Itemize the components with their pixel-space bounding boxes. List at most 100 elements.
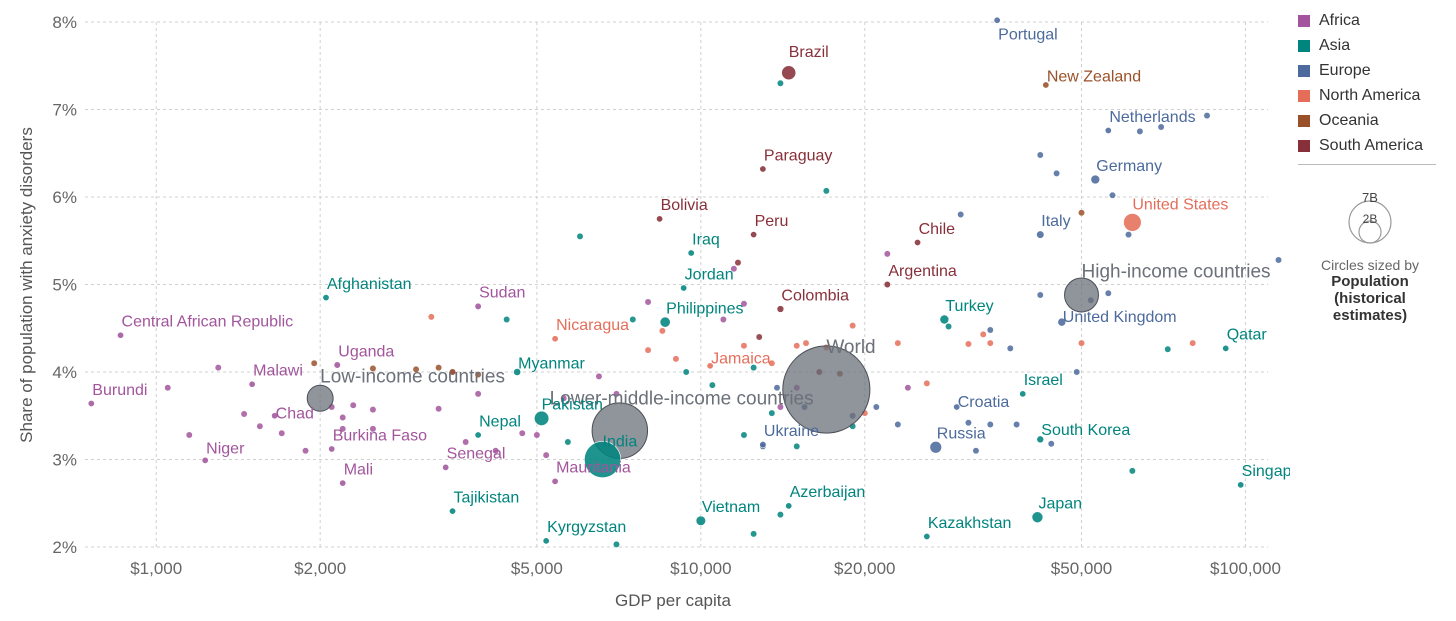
point-nepal[interactable] xyxy=(474,431,482,439)
point-kyrgyzstan[interactable] xyxy=(542,537,550,545)
point-europe[interactable] xyxy=(1013,421,1021,428)
point-asia[interactable] xyxy=(564,438,572,446)
point-north-america[interactable] xyxy=(672,355,680,363)
point-jordan[interactable] xyxy=(680,284,688,292)
point-sudan[interactable] xyxy=(474,302,482,310)
point-asia[interactable] xyxy=(945,323,953,330)
point-europe[interactable] xyxy=(872,403,880,411)
point-north-america[interactable] xyxy=(768,359,776,367)
point-asia[interactable] xyxy=(740,431,748,439)
point-asia[interactable] xyxy=(822,187,830,195)
point-asia[interactable] xyxy=(776,79,784,87)
point-chad[interactable] xyxy=(271,412,279,420)
point-europe[interactable] xyxy=(1047,440,1055,448)
point-north-america[interactable] xyxy=(802,339,810,347)
point-africa[interactable] xyxy=(185,431,193,439)
point-europe[interactable] xyxy=(1053,169,1061,177)
point-argentina[interactable] xyxy=(883,280,891,289)
point-iraq[interactable] xyxy=(687,249,695,257)
point-africa[interactable] xyxy=(339,414,347,421)
aggregate-high-income-countries[interactable] xyxy=(1064,277,1099,313)
point-afghanistan[interactable] xyxy=(322,294,330,302)
point-europe[interactable] xyxy=(894,421,902,428)
point-oceania[interactable] xyxy=(435,364,443,372)
point-philippines[interactable] xyxy=(659,316,671,328)
point-europe[interactable] xyxy=(1203,112,1211,120)
point-north-america[interactable] xyxy=(894,339,902,347)
point-europe[interactable] xyxy=(986,421,994,428)
point-nicaragua[interactable] xyxy=(551,335,559,343)
point-burkina-faso[interactable] xyxy=(328,445,336,453)
point-africa[interactable] xyxy=(302,447,309,455)
point-africa[interactable] xyxy=(883,250,891,258)
point-africa[interactable] xyxy=(240,410,248,418)
point-asia[interactable] xyxy=(1164,345,1172,353)
point-europe[interactable] xyxy=(773,384,781,392)
point-africa[interactable] xyxy=(904,384,912,392)
point-north-america[interactable] xyxy=(427,313,435,321)
point-africa[interactable] xyxy=(369,406,377,414)
point-south-america[interactable] xyxy=(734,259,742,267)
point-europe[interactable] xyxy=(1036,151,1044,159)
point-oceania[interactable] xyxy=(474,371,482,379)
point-africa[interactable] xyxy=(369,425,377,433)
point-new-zealand[interactable] xyxy=(1042,81,1050,89)
point-north-america[interactable] xyxy=(964,340,972,348)
point-asia[interactable] xyxy=(750,530,758,538)
point-africa[interactable] xyxy=(339,425,347,433)
point-brazil[interactable] xyxy=(781,65,797,81)
point-africa[interactable] xyxy=(278,429,286,437)
point-pakistan[interactable] xyxy=(534,410,550,426)
point-asia[interactable] xyxy=(613,540,620,548)
point-oceania[interactable] xyxy=(412,365,420,373)
point-israel[interactable] xyxy=(1019,390,1027,398)
point-singapore[interactable] xyxy=(1237,481,1245,489)
point-south-america[interactable] xyxy=(755,333,763,341)
point-africa[interactable] xyxy=(542,451,550,459)
point-africa[interactable] xyxy=(533,431,541,439)
point-mali[interactable] xyxy=(339,479,347,487)
point-europe[interactable] xyxy=(957,211,965,218)
point-north-america[interactable] xyxy=(644,346,652,354)
point-africa[interactable] xyxy=(214,364,222,372)
point-africa[interactable] xyxy=(776,403,784,411)
point-africa[interactable] xyxy=(644,298,652,306)
point-europe[interactable] xyxy=(1036,291,1044,299)
point-peru[interactable] xyxy=(750,231,758,239)
point-africa[interactable] xyxy=(462,438,470,446)
point-south-korea[interactable] xyxy=(1036,435,1045,444)
legend-item-africa[interactable]: Africa xyxy=(1298,8,1448,33)
point-africa[interactable] xyxy=(613,390,620,398)
point-asia[interactable] xyxy=(576,232,584,240)
point-myanmar[interactable] xyxy=(513,368,522,376)
aggregate-low-income-countries[interactable] xyxy=(306,384,334,412)
point-asia[interactable] xyxy=(768,409,776,417)
aggregate-world[interactable] xyxy=(782,345,871,434)
point-north-america[interactable] xyxy=(658,327,666,335)
point-north-america[interactable] xyxy=(923,379,931,387)
point-oceania[interactable] xyxy=(1078,209,1085,217)
point-netherlands[interactable] xyxy=(1104,127,1112,135)
point-central-african-republic[interactable] xyxy=(117,331,125,339)
point-portugal[interactable] xyxy=(993,16,1001,24)
point-malawi[interactable] xyxy=(248,380,256,388)
point-europe[interactable] xyxy=(1006,344,1014,352)
point-europe[interactable] xyxy=(972,447,980,455)
point-north-america[interactable] xyxy=(979,330,987,338)
point-europe[interactable] xyxy=(1275,256,1282,264)
point-asia[interactable] xyxy=(750,364,758,372)
point-africa[interactable] xyxy=(474,390,482,398)
point-bolivia[interactable] xyxy=(656,215,664,223)
point-japan[interactable] xyxy=(1031,511,1044,524)
point-africa[interactable] xyxy=(349,401,357,409)
point-asia[interactable] xyxy=(629,316,637,323)
point-asia[interactable] xyxy=(682,368,690,376)
point-africa[interactable] xyxy=(730,265,738,273)
point-asia[interactable] xyxy=(793,442,801,450)
point-africa[interactable] xyxy=(518,429,526,437)
point-oceania[interactable] xyxy=(449,368,456,376)
point-tajikistan[interactable] xyxy=(449,507,457,515)
point-chile[interactable] xyxy=(914,239,922,247)
point-ukraine[interactable] xyxy=(759,441,767,449)
point-vietnam[interactable] xyxy=(695,515,706,526)
